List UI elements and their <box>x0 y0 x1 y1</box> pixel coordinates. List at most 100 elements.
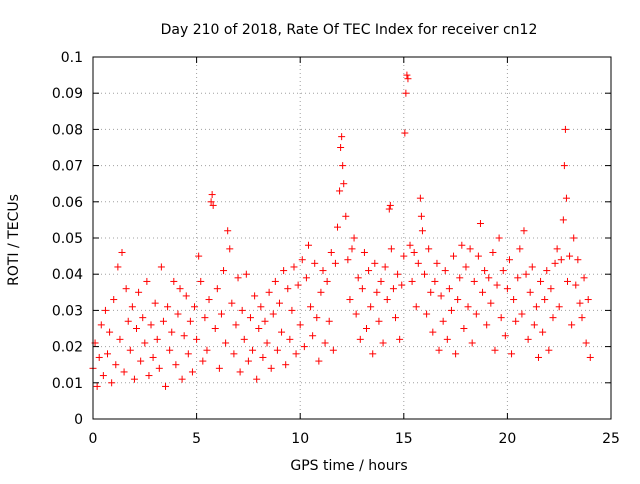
data-point <box>236 368 244 376</box>
data-point <box>302 274 310 282</box>
data-point <box>159 317 167 325</box>
data-point <box>304 241 312 249</box>
data-point <box>178 375 186 383</box>
data-point <box>489 248 497 256</box>
data-point <box>211 325 219 332</box>
data-point <box>574 256 582 264</box>
x-axis-label: GPS time / hours <box>290 458 407 474</box>
data-point <box>414 259 422 267</box>
data-point <box>271 277 279 285</box>
data-point <box>454 296 462 304</box>
data-point <box>483 321 491 329</box>
data-point <box>406 241 414 249</box>
data-point <box>97 321 105 329</box>
data-point <box>582 339 590 347</box>
data-point <box>234 274 242 282</box>
data-point <box>508 350 516 358</box>
data-point <box>539 328 547 336</box>
data-point <box>269 310 277 318</box>
gridlines <box>93 57 611 419</box>
data-point <box>208 191 216 199</box>
data-point <box>242 270 250 278</box>
data-point <box>437 292 445 300</box>
data-point <box>222 339 230 347</box>
data-point <box>255 325 263 332</box>
data-point <box>280 267 288 275</box>
data-point <box>238 306 246 314</box>
data-point <box>385 205 393 213</box>
data-point <box>120 368 128 376</box>
y-tick-label: 0.09 <box>52 86 83 102</box>
data-point <box>130 375 138 383</box>
data-point <box>139 314 147 322</box>
data-point <box>249 346 257 354</box>
data-point <box>149 353 157 361</box>
data-point <box>101 306 109 314</box>
data-point <box>505 256 513 264</box>
data-point <box>228 299 236 307</box>
data-point <box>141 339 149 347</box>
data-point <box>340 180 348 188</box>
data-point <box>401 129 409 137</box>
data-point <box>570 234 578 242</box>
data-point <box>403 71 411 79</box>
data-point <box>516 245 524 253</box>
data-point <box>344 256 352 264</box>
data-point <box>528 263 536 271</box>
data-point <box>387 245 395 253</box>
data-point <box>404 75 412 83</box>
data-point <box>300 343 308 351</box>
data-point <box>253 375 261 383</box>
x-tick-label: 0 <box>89 431 98 447</box>
data-point <box>296 321 304 329</box>
data-point <box>356 335 364 343</box>
data-point <box>284 285 292 293</box>
data-point <box>133 325 141 332</box>
data-point <box>479 288 487 296</box>
data-point <box>416 194 424 202</box>
data-point <box>423 310 431 318</box>
data-point <box>363 325 371 332</box>
data-point <box>333 223 341 231</box>
data-point <box>209 201 217 209</box>
data-point <box>275 299 283 307</box>
data-point <box>122 285 130 293</box>
data-point <box>155 364 163 372</box>
data-point <box>319 267 327 275</box>
data-point <box>379 339 387 347</box>
data-point <box>213 285 221 293</box>
data-point <box>425 245 433 253</box>
data-point <box>417 212 425 220</box>
data-point <box>215 364 223 372</box>
data-point <box>487 299 495 307</box>
data-point <box>530 321 538 329</box>
y-tick-label: 0.07 <box>52 159 83 175</box>
data-point <box>325 317 333 325</box>
data-point <box>339 162 347 170</box>
data-point <box>458 241 466 249</box>
data-point <box>518 310 526 318</box>
data-point <box>201 314 209 322</box>
data-point <box>534 353 542 361</box>
data-point <box>153 335 161 343</box>
data-point <box>278 328 286 336</box>
data-point <box>369 350 377 358</box>
data-point <box>114 263 122 271</box>
y-tick-label: 0.06 <box>52 195 83 211</box>
data-point <box>474 252 482 260</box>
data-point <box>110 296 118 304</box>
data-point <box>394 270 402 278</box>
data-point <box>568 321 576 329</box>
data-point <box>561 125 569 133</box>
data-point <box>439 317 447 325</box>
data-point <box>118 248 126 256</box>
data-point <box>545 346 553 354</box>
data-point <box>176 285 184 293</box>
data-point <box>367 303 375 311</box>
data-point <box>116 335 124 343</box>
data-point <box>495 234 503 242</box>
data-point <box>147 321 155 329</box>
data-point <box>476 220 484 228</box>
